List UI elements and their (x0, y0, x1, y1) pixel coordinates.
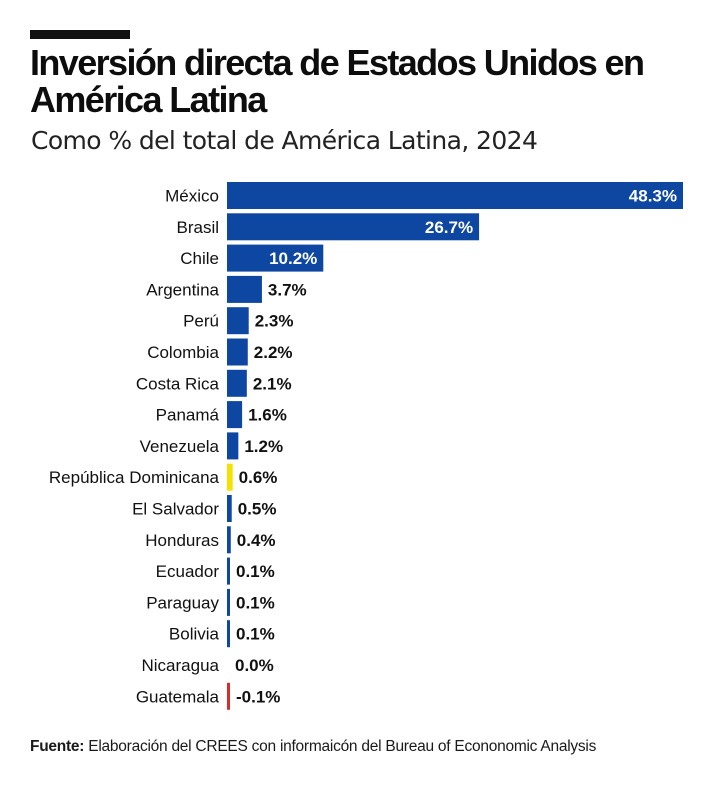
bar-mexico (227, 182, 683, 209)
bar-colombia (227, 338, 248, 366)
category-label-colombia: Colombia (147, 343, 219, 362)
category-label-ecuador: Ecuador (156, 562, 220, 581)
bar-chart: México 48.3% Brasil 26.7% Chile 10.2% Argentin… (49, 182, 683, 710)
bar-honduras (227, 526, 231, 554)
value-label-guatemala: -0.1% (236, 687, 280, 706)
title-accent-bar (30, 30, 130, 39)
source-label: Fuente: (30, 738, 85, 755)
category-label-peru: Perú (183, 312, 219, 331)
value-label-costa-rica: 2.1% (253, 374, 292, 393)
bar-guatemala (227, 682, 230, 710)
bar-costa-rica (227, 369, 247, 397)
category-label-mexico: México (165, 187, 219, 206)
value-label-chile: 10.2% (269, 249, 317, 268)
value-label-ecuador: 0.1% (236, 562, 275, 581)
category-label-paraguay: Paraguay (146, 593, 219, 612)
value-label-brasil: 26.7% (425, 218, 473, 237)
bar-brasil (227, 213, 480, 241)
bar-ecuador (227, 557, 230, 585)
category-label-brasil: Brasil (176, 218, 219, 237)
category-label-honduras: Honduras (145, 531, 219, 550)
chart-title: Inversión directa de Estados Unidos en A… (30, 42, 645, 120)
value-label-peru: 2.3% (255, 312, 294, 331)
bar-el-salvador (227, 495, 232, 522)
category-label-venezuela: Venezuela (140, 437, 220, 456)
category-label-republica-dominicana: República Dominicana (49, 468, 220, 487)
bar-bolivia (227, 620, 230, 648)
category-label-panama: Panamá (156, 406, 220, 425)
chart-subtitle: Como % del total de América Latina, 2024 (31, 126, 538, 155)
bar-chile (227, 244, 324, 272)
value-label-honduras: 0.4% (237, 531, 276, 550)
value-label-el-salvador: 0.5% (238, 500, 277, 519)
bar-peru (227, 307, 249, 335)
value-label-republica-dominicana: 0.6% (239, 468, 278, 487)
value-label-panama: 1.6% (248, 406, 287, 425)
value-label-bolivia: 0.1% (236, 625, 275, 644)
category-label-el-salvador: El Salvador (132, 500, 219, 519)
value-label-paraguay: 0.1% (236, 593, 275, 612)
source-note: Fuente: Elaboración del CREES con inform… (30, 737, 596, 757)
category-label-chile: Chile (180, 249, 219, 268)
source-text: Elaboración del CREES con informaicón de… (84, 738, 597, 755)
value-label-argentina: 3.7% (268, 280, 307, 299)
bar-argentina (227, 275, 262, 303)
bar-panama (227, 401, 243, 429)
bar-venezuela (227, 432, 239, 460)
value-label-nicaragua: 0.0% (235, 656, 274, 675)
bar-paraguay (227, 588, 230, 616)
category-label-costa-rica: Costa Rica (136, 374, 220, 393)
category-label-bolivia: Bolivia (169, 625, 220, 644)
value-label-mexico: 48.3% (629, 187, 677, 206)
value-label-colombia: 2.2% (254, 343, 293, 362)
category-label-argentina: Argentina (146, 280, 219, 299)
category-label-guatemala: Guatemala (136, 687, 220, 706)
bar-republica-dominicana (227, 463, 233, 491)
category-label-nicaragua: Nicaragua (142, 656, 220, 675)
value-label-venezuela: 1.2% (244, 437, 283, 456)
